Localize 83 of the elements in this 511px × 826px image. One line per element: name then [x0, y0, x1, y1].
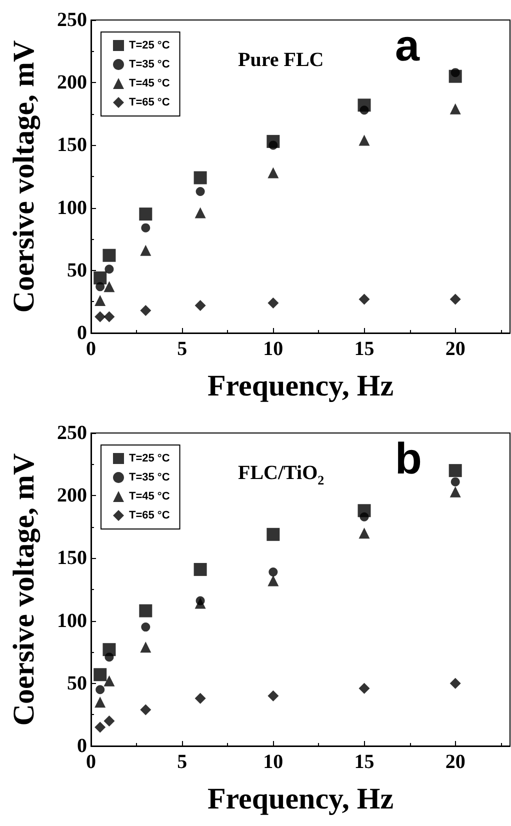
legend-label: T=35 °C — [129, 472, 170, 484]
point — [266, 528, 280, 541]
x-axis-title: Frequency, Hz — [207, 782, 394, 816]
x-tick-label: 20 — [445, 751, 466, 773]
x-axis-title: Frequency, Hz — [207, 370, 394, 402]
point — [450, 294, 461, 305]
point — [450, 477, 460, 486]
x-tick-label: 15 — [354, 751, 374, 773]
point — [94, 271, 107, 284]
point — [358, 134, 370, 146]
x-tick-label: 5 — [177, 751, 188, 773]
x-tick-label: 5 — [177, 338, 188, 360]
point — [104, 715, 115, 726]
point — [450, 103, 461, 114]
annotation: a — [395, 22, 420, 70]
y-tick-label: 100 — [57, 196, 87, 219]
point — [194, 562, 207, 576]
y-tick-label: 0 — [77, 735, 87, 757]
point — [139, 604, 152, 618]
y-tick-label: 200 — [57, 484, 87, 507]
y-tick-label: 100 — [57, 610, 87, 632]
point — [94, 311, 106, 322]
point — [96, 282, 105, 292]
point — [194, 598, 206, 609]
y-tick-label: 0 — [77, 322, 87, 344]
point — [360, 106, 369, 115]
y-tick-label: 250 — [57, 9, 87, 31]
x-tick-label: 20 — [445, 338, 466, 360]
point — [450, 486, 461, 498]
point — [140, 244, 152, 256]
x-tick-label: 10 — [263, 338, 284, 360]
point — [104, 652, 114, 662]
point — [104, 311, 115, 322]
y-axis-title: Coersive voltage, mV — [8, 40, 40, 313]
point — [268, 297, 279, 308]
legend-label: T=65 °C — [129, 510, 170, 522]
legend-label: T=65 °C — [129, 96, 170, 108]
legend-label: T=35 °C — [129, 58, 170, 70]
y-tick-label: 50 — [67, 259, 87, 282]
annotation: b — [395, 434, 422, 484]
point — [194, 300, 206, 311]
point — [268, 690, 279, 702]
y-tick-label: 150 — [57, 547, 87, 570]
legend-label: T=25 °C — [129, 40, 170, 52]
point — [196, 187, 205, 196]
point — [102, 248, 116, 262]
point — [268, 575, 279, 586]
point — [194, 692, 206, 704]
legend-label: T=45 °C — [129, 78, 170, 90]
point — [139, 208, 152, 221]
point — [358, 294, 370, 305]
point — [104, 264, 114, 274]
point — [450, 678, 461, 689]
point — [448, 464, 462, 478]
y-tick-label: 250 — [57, 422, 87, 444]
point — [194, 207, 206, 218]
point — [104, 281, 115, 292]
point — [140, 704, 152, 716]
point — [268, 567, 278, 576]
point — [94, 668, 107, 682]
point — [140, 304, 152, 316]
point — [104, 675, 115, 686]
point — [141, 223, 150, 232]
annotation: Pure FLC — [238, 49, 324, 71]
legend-label: T=45 °C — [129, 490, 170, 502]
y-axis-title: Coersive voltage, mV — [8, 452, 40, 726]
point — [96, 685, 105, 694]
y-tick-label: 150 — [57, 134, 87, 156]
point — [194, 171, 207, 184]
point — [360, 512, 369, 522]
point — [141, 622, 150, 632]
point — [140, 642, 152, 653]
point — [94, 294, 106, 306]
x-tick-label: 10 — [263, 751, 284, 773]
point — [358, 682, 370, 694]
point — [268, 167, 279, 178]
point — [94, 696, 106, 708]
point — [358, 528, 370, 539]
legend-label: T=25 °C — [129, 452, 170, 464]
y-tick-label: 50 — [67, 672, 87, 694]
x-tick-label: 15 — [354, 338, 374, 360]
y-tick-label: 200 — [57, 72, 87, 94]
point — [94, 722, 106, 733]
